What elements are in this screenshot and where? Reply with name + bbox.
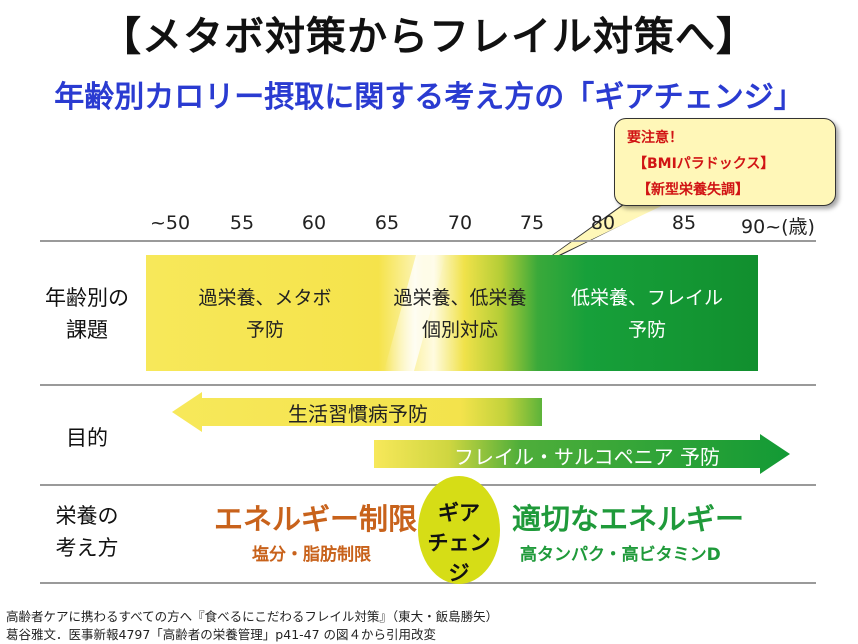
issues-label-line-2: 課題 xyxy=(66,318,108,342)
age-tick: 65 xyxy=(374,212,400,234)
issues-band-individual: 過栄養、低栄養 個別対応 xyxy=(385,282,535,346)
age-tick: 80 xyxy=(590,212,616,234)
energy-restriction-heading: エネルギー制限 xyxy=(214,502,418,536)
page-subtitle: 年齢別カロリー摂取に関する考え方の「ギアチェンジ」 xyxy=(54,80,804,115)
gear-change-circle: ギア チェンジ xyxy=(418,476,500,585)
age-tick: ~50 xyxy=(149,212,191,234)
row-divider xyxy=(40,384,816,386)
age-tick: 55 xyxy=(229,212,255,234)
issues-band-overnutrition: 過栄養、メタボ 予防 xyxy=(190,282,340,346)
gear-line-1: ギア xyxy=(438,501,480,525)
issues-gradient-band xyxy=(146,255,758,371)
source-line-1: 高齢者ケアに携わるすべての方へ『食べるにこだわるフレイル対策』（東大・飯島勝矢） xyxy=(6,609,499,624)
nutrition-label-line-2: 考え方 xyxy=(55,536,119,560)
age-tick: 70 xyxy=(447,212,473,234)
age-axis: ~50 55 60 65 70 75 80 85 90~(歳) xyxy=(0,212,858,238)
band3-line-1: 低栄養、フレイル xyxy=(570,287,723,309)
age-tick: 85 xyxy=(671,212,697,234)
purpose-row-label: 目的 xyxy=(66,426,108,450)
frailty-prevention-label: フレイル・サルコペニア 予防 xyxy=(454,445,720,469)
issues-row-label: 年齢別の 課題 xyxy=(32,282,142,346)
warning-callout: 要注意！ 【BMIパラドックス】 【新型栄養失調】 xyxy=(614,118,836,206)
age-tick: 75 xyxy=(519,212,545,234)
age-tick: 60 xyxy=(301,212,327,234)
issues-label-line-1: 年齢別の xyxy=(45,286,129,310)
band2-line-1: 過栄養、低栄養 xyxy=(393,287,527,309)
lifestyle-disease-label: 生活習慣病予防 xyxy=(288,402,428,426)
row-divider xyxy=(40,582,816,584)
band1-line-2: 予防 xyxy=(245,319,284,341)
frailty-prevention-arrow xyxy=(374,434,790,474)
source-line-2: 葛谷雅文．医事新報4797「高齢者の栄養管理」p41-47 の図４から引用改変 xyxy=(6,627,437,642)
row-divider xyxy=(40,484,816,486)
callout-line-2: 【BMIパラドックス】 xyxy=(633,156,775,172)
band2-line-2: 個別対応 xyxy=(421,319,498,341)
band3-line-2: 予防 xyxy=(627,319,666,341)
band1-line-1: 過栄養、メタボ xyxy=(198,287,332,309)
age-tick: 90~(歳) xyxy=(741,216,815,238)
callout-line-1: 要注意！ xyxy=(627,130,683,146)
lifestyle-disease-arrow xyxy=(172,392,542,432)
nutrition-row-label: 栄養の 考え方 xyxy=(32,500,142,564)
high-protein-vitd: 高タンパク・高ビタミンD xyxy=(520,545,721,565)
gear-line-2: チェンジ xyxy=(427,531,491,585)
salt-fat-restriction: 塩分・脂肪制限 xyxy=(252,545,371,565)
callout-line-3: 【新型栄養失調】 xyxy=(637,182,749,198)
row-divider xyxy=(40,240,816,242)
nutrition-label-line-1: 栄養の xyxy=(55,504,119,528)
issues-band-frailty: 低栄養、フレイル 予防 xyxy=(567,282,727,346)
appropriate-energy-heading: 適切なエネルギー xyxy=(512,502,745,536)
page-title: 【メタボ対策からフレイル対策へ】 xyxy=(101,14,757,60)
